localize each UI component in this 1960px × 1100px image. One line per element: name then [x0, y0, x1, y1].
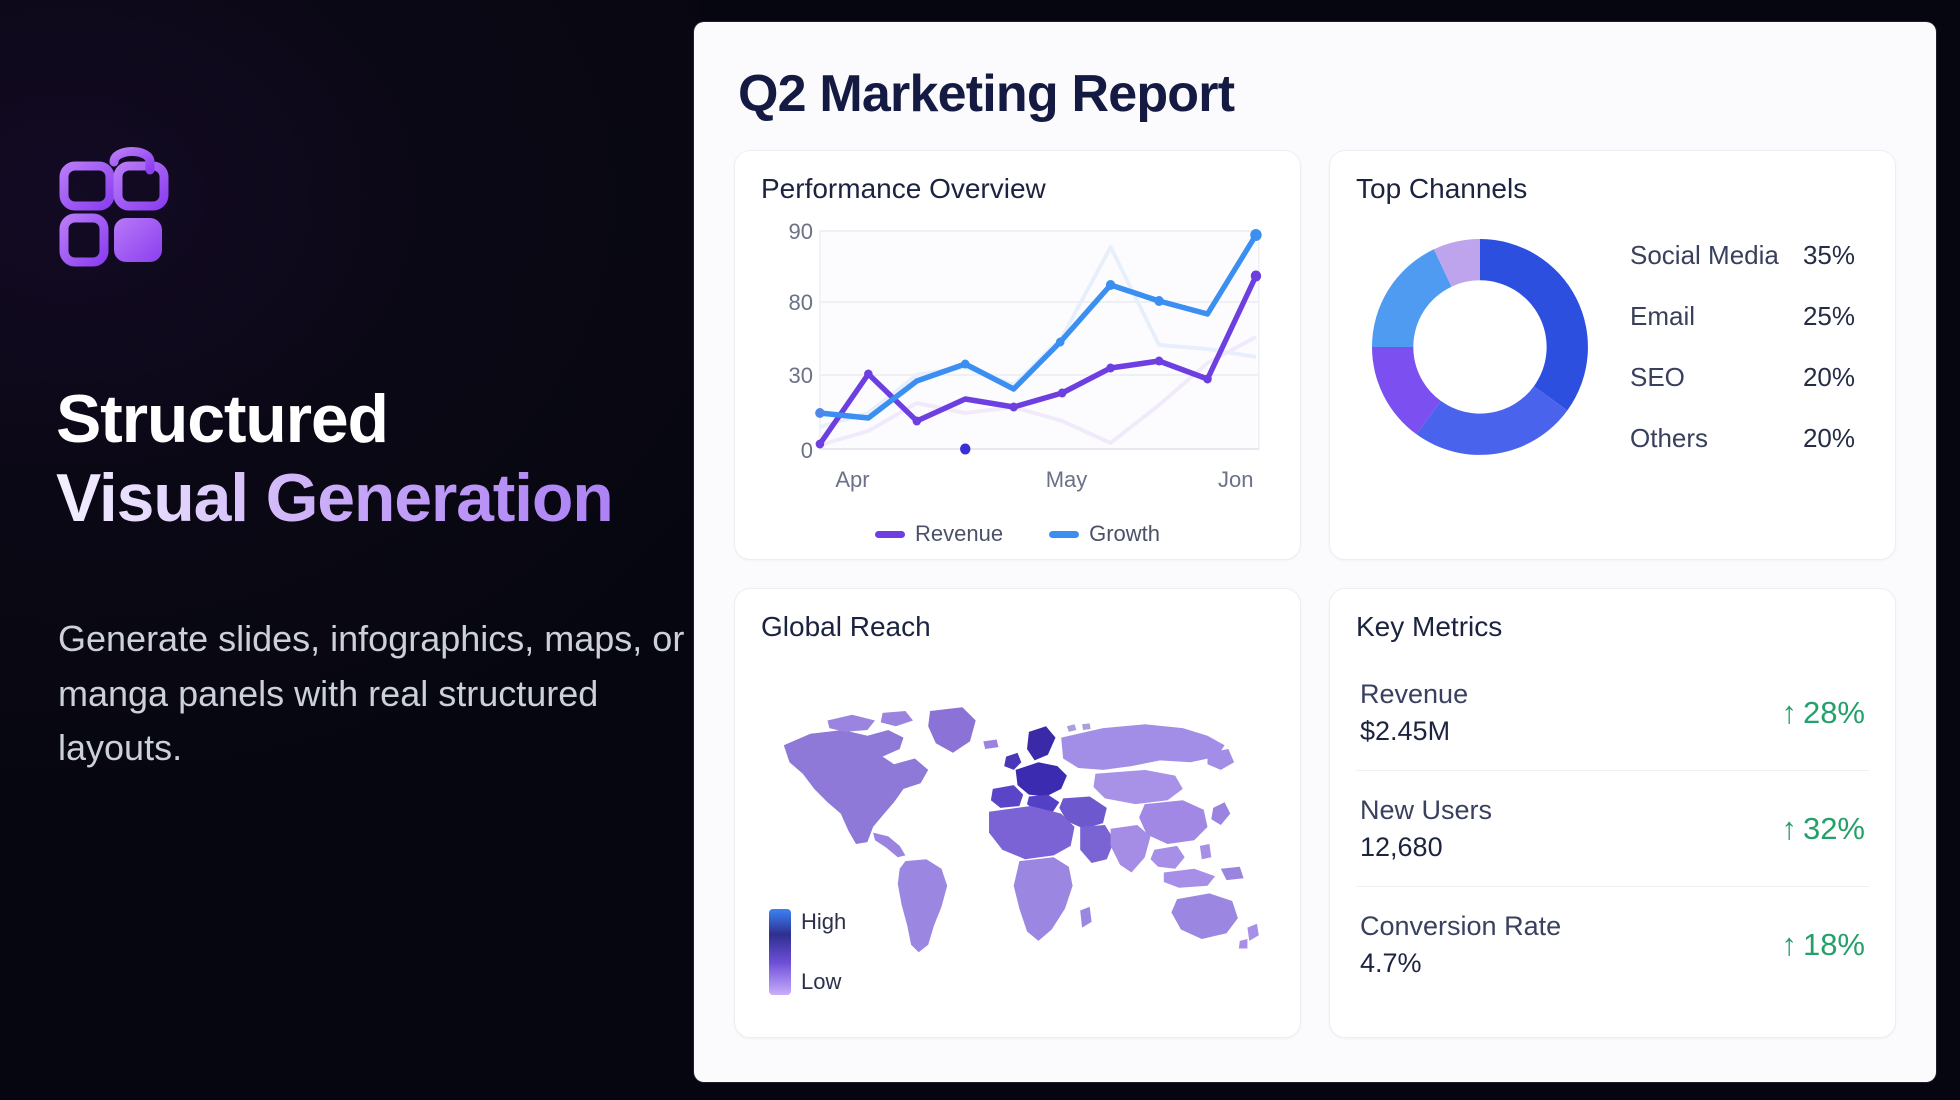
report-deck: Q2 Marketing Report Performance Overview	[694, 22, 1936, 1082]
channel-name: Social Media	[1630, 240, 1779, 270]
channel-percent: 35%	[1802, 240, 1855, 270]
global-reach-title: Global Reach	[761, 611, 931, 642]
legend-item-growth[interactable]: Growth	[1049, 521, 1160, 547]
top-channels-card[interactable]: Top Channels	[1329, 150, 1896, 560]
channel-percent: 20%	[1802, 423, 1855, 453]
page-title-line-1: Structured	[56, 380, 696, 459]
performance-overview-title: Performance Overview	[761, 173, 1046, 204]
performance-chart-legend: Revenue Growth	[761, 521, 1274, 547]
metric-value: 12,680	[1360, 831, 1443, 862]
arrow-up-icon: ↑	[1781, 810, 1797, 846]
channel-name: SEO	[1630, 362, 1685, 392]
arrow-up-icon: ↑	[1781, 694, 1797, 730]
metric-text-group: New Users 12,680	[1360, 793, 1492, 864]
performance-line-chart[interactable]: 90 80 30 0 Apr May Jon	[761, 217, 1274, 517]
y-tick-90: 90	[788, 219, 813, 244]
channel-row[interactable]: Social Media 35%	[1630, 240, 1855, 271]
metric-row-conversion-rate[interactable]: Conversion Rate 4.7% ↑ 18%	[1356, 886, 1869, 1002]
metric-label: Conversion Rate	[1360, 911, 1562, 942]
channel-row[interactable]: Others 20%	[1630, 423, 1855, 454]
top-channels-title: Top Channels	[1356, 173, 1528, 204]
metric-value: 4.7%	[1360, 947, 1422, 978]
legend-item-revenue[interactable]: Revenue	[875, 521, 1003, 547]
page-title-line-2: Visual Generation	[56, 459, 696, 538]
map-legend-gradient-bar	[769, 909, 791, 995]
channel-name: Others	[1630, 423, 1709, 453]
world-choropleth-map[interactable]: High Low	[761, 649, 1274, 1001]
top-channels-body: Social Media 35% Email 25% SEO 20% Oth	[1356, 223, 1869, 471]
card-grid: Performance Overview	[734, 150, 1896, 1038]
y-tick-0: 0	[800, 438, 813, 463]
channel-percent: 25%	[1802, 301, 1855, 331]
x-tick-may: May	[1045, 467, 1088, 492]
channel-percent: 20%	[1802, 362, 1855, 392]
y-tick-30: 30	[788, 363, 813, 388]
metric-delta-value: 18%	[1802, 926, 1865, 962]
metric-label: New Users	[1360, 795, 1493, 826]
map-color-legend: High Low	[769, 909, 846, 995]
metric-text-group: Conversion Rate 4.7%	[1360, 909, 1561, 980]
y-tick-80: 80	[788, 290, 813, 315]
map-legend-low-label: Low	[801, 969, 842, 994]
map-legend-high-label: High	[801, 909, 847, 934]
metric-delta-value: 32%	[1802, 810, 1865, 846]
map-legend-labels: High Low	[801, 909, 846, 995]
legend-swatch-revenue	[875, 530, 905, 538]
metric-value: $2.45M	[1360, 715, 1451, 746]
x-tick-jon: Jon	[1218, 467, 1254, 492]
metric-delta-value: 28%	[1802, 694, 1865, 730]
key-metrics-title: Key Metrics	[1356, 611, 1503, 642]
metric-row-revenue[interactable]: Revenue $2.45M ↑ 28%	[1356, 655, 1869, 770]
metric-label: Revenue	[1360, 679, 1469, 709]
legend-label-growth: Growth	[1089, 521, 1160, 546]
legend-label-revenue: Revenue	[915, 521, 1004, 546]
page-title: Structured Visual Generation	[56, 380, 696, 538]
channel-name: Email	[1630, 301, 1696, 331]
channel-legend-list: Social Media 35% Email 25% SEO 20% Oth	[1630, 240, 1869, 454]
channels-donut-chart[interactable]	[1356, 223, 1604, 471]
metric-text-group: Revenue $2.45M	[1360, 677, 1468, 748]
metric-delta-badge: ↑ 32%	[1781, 811, 1865, 847]
map-landmasses	[783, 707, 1259, 953]
channel-row[interactable]: SEO 20%	[1630, 362, 1855, 393]
metric-delta-badge: ↑ 28%	[1781, 695, 1865, 731]
channel-row[interactable]: Email 25%	[1630, 301, 1855, 332]
structured-blocks-logo-icon	[58, 140, 188, 270]
metric-row-new-users[interactable]: New Users 12,680 ↑ 32%	[1356, 770, 1869, 886]
arrow-up-icon: ↑	[1781, 926, 1797, 962]
metric-delta-badge: ↑ 18%	[1781, 927, 1865, 963]
x-tick-apr: Apr	[835, 467, 870, 492]
deck-title: Q2 Marketing Report	[738, 65, 1235, 123]
performance-overview-card[interactable]: Performance Overview	[734, 150, 1301, 560]
legend-swatch-growth	[1049, 530, 1080, 538]
promo-panel: Structured Visual Generation Generate sl…	[0, 0, 700, 1100]
global-reach-card[interactable]: Global Reach	[734, 588, 1301, 1038]
key-metrics-card[interactable]: Key Metrics Revenue $2.45M ↑ 28% New	[1329, 588, 1896, 1038]
key-metrics-list: Revenue $2.45M ↑ 28% New Users 12,680	[1356, 655, 1869, 1002]
page-subtitle: Generate slides, infographics, maps, or …	[58, 618, 685, 769]
